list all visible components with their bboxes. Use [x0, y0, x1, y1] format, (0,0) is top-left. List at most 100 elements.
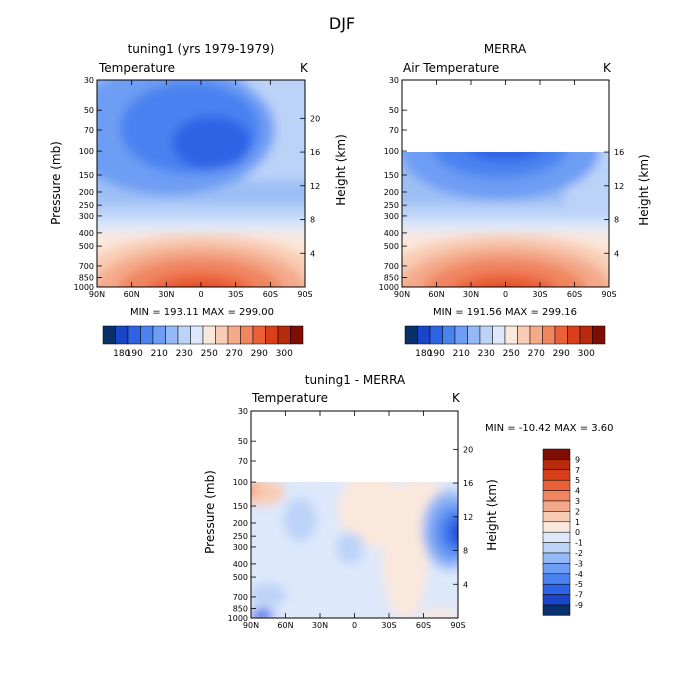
- y-tick-label: 400: [384, 229, 399, 238]
- colorbar-swatch: [542, 490, 571, 502]
- colorbar-label: 180: [415, 349, 432, 359]
- y-tick-label: 500: [79, 242, 94, 251]
- units-label: K: [300, 61, 309, 75]
- y-tick-label: 1000: [228, 614, 248, 623]
- y2-tick-label: 16: [614, 148, 624, 157]
- colorbar-swatch: [542, 459, 571, 471]
- colorbar-swatch: [140, 325, 154, 345]
- colorbar-label: 4: [575, 487, 580, 496]
- y-tick-label: 70: [389, 126, 399, 135]
- stats-text: MIN = 191.56 MAX = 299.16: [433, 307, 577, 318]
- colorbar-swatch: [177, 325, 191, 345]
- y-tick-label: 30: [238, 407, 248, 416]
- y-tick-label: 850: [79, 273, 94, 282]
- stats-text: MIN = -10.42 MAX = 3.60: [485, 423, 614, 434]
- y-tick-label: 500: [233, 573, 248, 582]
- y-tick-label: 250: [233, 532, 248, 541]
- colorbar-label: 9: [575, 455, 580, 464]
- colorbar-label: 270: [226, 349, 243, 359]
- colorbar-swatch: [542, 552, 571, 564]
- colorbar-swatch: [517, 325, 531, 345]
- colorbar-swatch: [579, 325, 593, 345]
- y-tick-label: 100: [384, 147, 399, 156]
- y-tick-label: 150: [384, 171, 399, 180]
- colorbar-swatch: [542, 469, 571, 481]
- colorbar-swatch: [417, 325, 431, 345]
- units-label: K: [603, 61, 612, 75]
- colorbar-label: -2: [575, 549, 583, 558]
- colorbar-swatch: [542, 511, 571, 523]
- y2-tick-label: 20: [310, 114, 320, 123]
- y-tick-label: 850: [384, 273, 399, 282]
- y2-tick-label: 12: [463, 513, 473, 522]
- y-tick-label: 150: [233, 502, 248, 511]
- colorbar-label: 300: [578, 349, 595, 359]
- y2-tick-label: 8: [614, 216, 619, 225]
- x-tick-label: 90N: [394, 290, 410, 299]
- y-axis-label: Pressure (mb): [49, 141, 63, 225]
- colorbar-label: -9: [575, 601, 583, 610]
- y-tick-label: 700: [384, 262, 399, 271]
- panel-title: tuning1 (yrs 1979-1979): [128, 42, 275, 56]
- y-tick-label: 50: [238, 437, 248, 446]
- colorbar-label: 3: [575, 497, 580, 506]
- y-tick-label: 300: [233, 543, 248, 552]
- colorbar-label: 210: [151, 349, 168, 359]
- colorbar-swatch: [542, 500, 571, 512]
- x-tick-label: 60N: [124, 290, 140, 299]
- colorbar-swatch: [215, 325, 229, 345]
- y-tick-label: 700: [233, 593, 248, 602]
- contour-field: [402, 152, 609, 287]
- y-tick-label: 300: [79, 212, 94, 221]
- y2-axis-label: Height (km): [334, 134, 348, 205]
- colorbar-label: 290: [251, 349, 268, 359]
- y-axis-label: Pressure (mb): [203, 470, 217, 554]
- colorbar-label: 0: [575, 528, 580, 537]
- x-tick-label: 30N: [158, 290, 174, 299]
- colorbar-swatch: [190, 325, 204, 345]
- panel-subtitle: Temperature: [251, 391, 328, 405]
- colorbar-swatch: [277, 325, 291, 345]
- x-tick-label: 90N: [243, 621, 259, 630]
- y2-axis-label: Height (km): [637, 154, 651, 225]
- colorbar-label: 270: [528, 349, 545, 359]
- x-tick-label: 30S: [532, 290, 547, 299]
- colorbar-label: 7: [575, 466, 580, 475]
- y-tick-label: 50: [389, 106, 399, 115]
- colorbar-swatch: [567, 325, 581, 345]
- colorbar-swatch: [592, 325, 606, 345]
- stats-text: MIN = 193.11 MAX = 299.00: [130, 307, 274, 318]
- colorbar-label: 190: [428, 349, 445, 359]
- colorbar-swatch: [542, 448, 571, 460]
- colorbar-swatch: [542, 479, 571, 491]
- panel-merra: MERRA Air Temperature K Height (km): [379, 42, 651, 359]
- y-tick-label: 850: [233, 604, 248, 613]
- colorbar-label: 1: [575, 518, 580, 527]
- colorbar-swatch: [504, 325, 518, 345]
- y-tick-label: 100: [233, 478, 248, 487]
- panel-subtitle: Temperature: [98, 61, 175, 75]
- x-tick-label: 60S: [263, 290, 278, 299]
- x-tick-label: 0: [503, 290, 508, 299]
- colorbar-swatch: [529, 325, 543, 345]
- y2-tick-label: 12: [614, 182, 624, 191]
- colorbar-swatch: [202, 325, 216, 345]
- y-tick-label: 700: [79, 262, 94, 271]
- colorbar-swatch: [127, 325, 141, 345]
- y-tick-label: 50: [84, 106, 94, 115]
- y-tick-label: 400: [79, 229, 94, 238]
- y-tick-label: 200: [384, 188, 399, 197]
- y-tick-label: 250: [79, 201, 94, 210]
- colorbar-swatch: [227, 325, 241, 345]
- x-tick-label: 90N: [89, 290, 105, 299]
- colorbar-swatch: [542, 531, 571, 543]
- y-tick-label: 300: [384, 212, 399, 221]
- y2-tick-label: 4: [463, 580, 468, 589]
- colorbar-swatch: [542, 521, 571, 533]
- colorbar-label: -3: [575, 559, 583, 568]
- colorbar-swatch: [542, 583, 571, 595]
- colorbar-swatch: [152, 325, 166, 345]
- colorbar-swatch: [429, 325, 443, 345]
- colorbar-label: -5: [575, 580, 583, 589]
